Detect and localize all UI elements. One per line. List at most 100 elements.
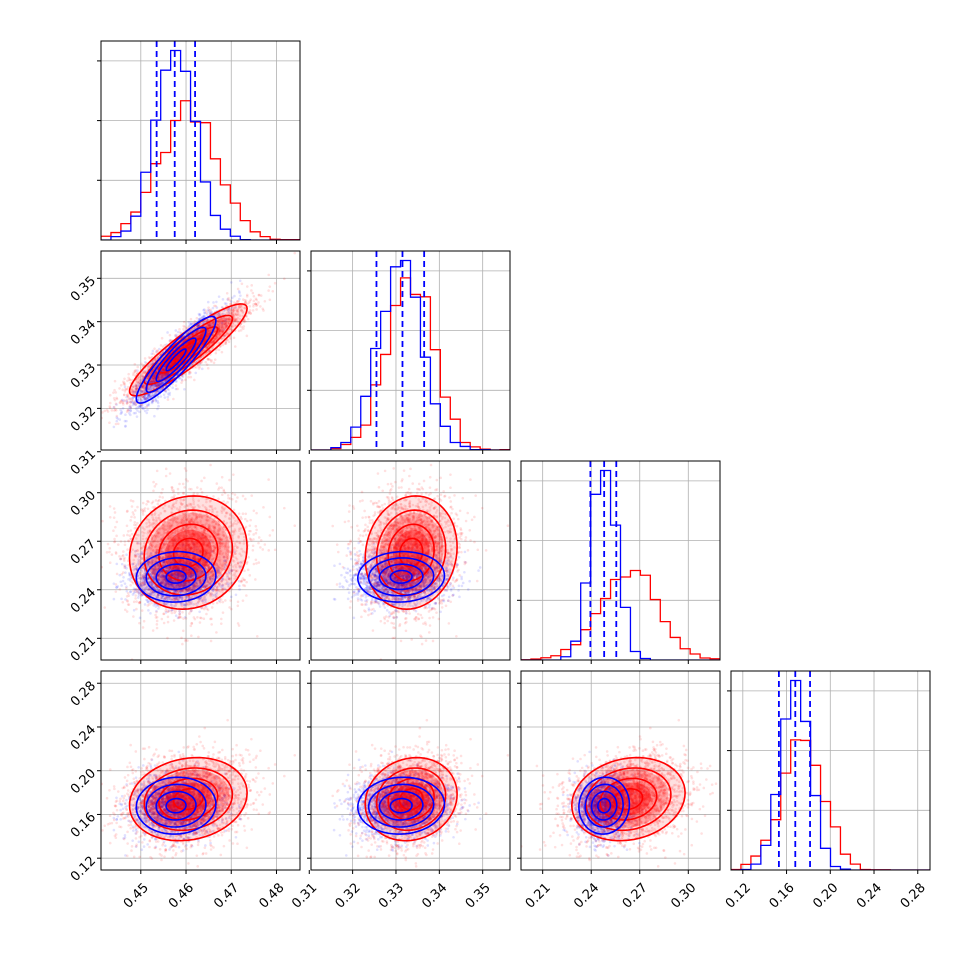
scatter-point (159, 395, 163, 398)
scatter-point (182, 351, 185, 354)
scatter-point (132, 411, 136, 415)
scatter-point (226, 298, 230, 301)
scatter-point (245, 293, 249, 297)
scatter-point (176, 356, 180, 360)
scatter-point (172, 361, 176, 365)
scatter-point (206, 300, 210, 304)
scatter-point (116, 422, 120, 426)
scatter-point (210, 311, 214, 314)
panel-frame (100, 40, 301, 241)
scatter-point (119, 399, 123, 403)
scatter-point (119, 412, 123, 416)
scatter-point (119, 383, 123, 387)
scatter-point (140, 403, 143, 407)
scatter-point (137, 399, 140, 402)
scatter-point (131, 401, 135, 404)
scatter-point (135, 415, 139, 418)
scatter-point (208, 358, 212, 361)
scatter-point (145, 396, 149, 399)
scatter-point (147, 402, 151, 405)
scatter-point (150, 352, 154, 355)
scatter-point (156, 383, 159, 387)
scatter-point (143, 394, 146, 398)
scatter-point (149, 379, 153, 383)
scatter-point (201, 333, 205, 336)
scatter-point (214, 351, 218, 355)
scatter-point (252, 294, 256, 298)
scatter-point (153, 414, 156, 418)
scatter-point (187, 335, 191, 339)
scatter-point (175, 356, 179, 360)
scatter-point (195, 343, 199, 347)
scatter-point (252, 299, 256, 303)
scatter-point (168, 338, 172, 342)
scatter-point (221, 321, 224, 325)
scatter-point (153, 377, 156, 380)
scatter-point (161, 369, 165, 373)
scatter-point (232, 336, 236, 340)
scatter-point (209, 324, 213, 327)
scatter-point (154, 392, 158, 395)
scatter-point (147, 387, 150, 390)
scatter-point (183, 387, 186, 391)
scatter-point (178, 376, 182, 380)
scatter-point (157, 375, 160, 378)
scatter-point (156, 384, 160, 387)
scatter-point (149, 380, 153, 383)
scatter-point (157, 347, 161, 351)
scatter-point (189, 346, 193, 350)
scatter-point (207, 306, 210, 309)
scatter-point (271, 289, 275, 293)
scatter-point (202, 321, 206, 324)
scatter-point (155, 370, 158, 373)
scatter-point (169, 364, 172, 367)
scatter-point (293, 251, 297, 255)
scatter-point (188, 372, 191, 376)
scatter-point (236, 300, 239, 303)
scatter-point (202, 315, 205, 318)
scatter-point (131, 390, 135, 394)
scatter-point (157, 375, 160, 378)
scatter-point (189, 344, 193, 347)
scatter-point (123, 419, 127, 423)
scatter-point (255, 298, 258, 302)
scatter-point (205, 346, 209, 349)
scatter-point (206, 366, 210, 370)
scatter-point (208, 323, 212, 326)
scatter-point (174, 380, 178, 383)
scatter-point (154, 398, 158, 402)
scatter-point (283, 277, 286, 281)
scatter-point (188, 346, 191, 349)
scatter-point (174, 329, 178, 332)
scatter-point (163, 380, 166, 384)
scatter-point (163, 373, 167, 377)
scatter-point (230, 306, 234, 310)
panel-1-0 (97, 250, 301, 454)
scatter-point (188, 348, 192, 351)
scatter-point (174, 384, 178, 387)
scatter-point (257, 301, 260, 304)
scatter-point (149, 387, 153, 391)
scatter-point (127, 372, 130, 376)
scatter-point (176, 387, 179, 391)
scatter-point (170, 363, 173, 366)
scatter-point (158, 376, 161, 379)
scatter-point (154, 399, 158, 403)
scatter-point (157, 404, 160, 408)
scatter-point (202, 308, 205, 312)
scatter-point (145, 396, 149, 400)
scatter-point (198, 334, 202, 338)
scatter-point (127, 397, 131, 400)
scatter-point (114, 402, 118, 406)
scatter-point (134, 403, 138, 406)
scatter-point (181, 352, 184, 355)
scatter-point (237, 329, 241, 333)
scatter-point (162, 393, 166, 397)
scatter-point (121, 407, 125, 410)
scatter-point (196, 329, 200, 332)
scatter-point (155, 349, 159, 352)
scatter-point (120, 410, 123, 413)
scatter-point (143, 390, 146, 394)
scatter-point (175, 333, 178, 337)
